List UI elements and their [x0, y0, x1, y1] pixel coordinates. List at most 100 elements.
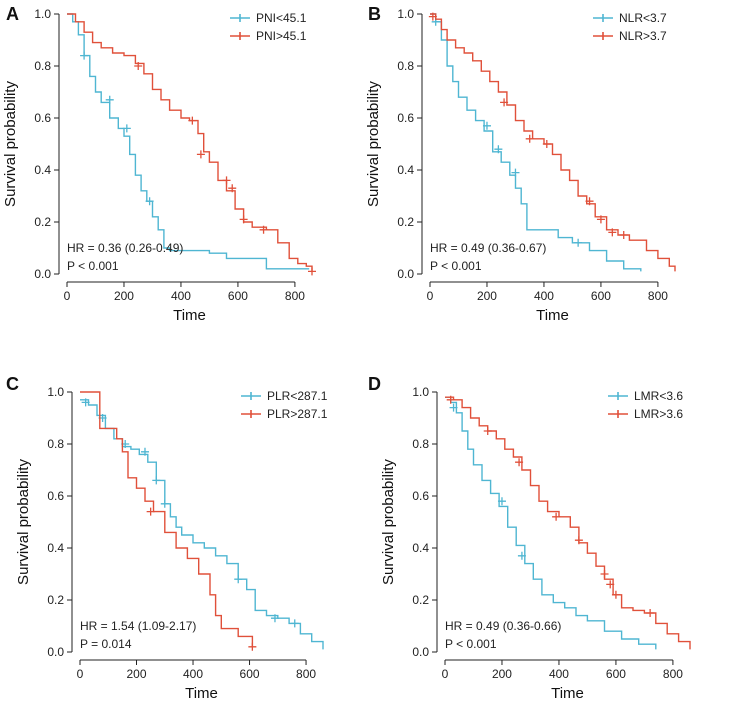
panel-c-censor-mark [248, 642, 257, 651]
panel-b-censor-mark [619, 231, 628, 239]
panel-b-y-tick-label: 1.0 [397, 7, 414, 21]
panel-d-censor-mark [646, 609, 655, 617]
panel-a-letter: A [6, 4, 19, 24]
panel-a-censor-mark [239, 215, 248, 224]
panel-a-censor-mark [80, 51, 89, 60]
panel-a-y-tick-label: 0.4 [34, 163, 51, 177]
panel-c-censor-mark [290, 619, 299, 628]
panel-d-censor-mark [483, 427, 492, 435]
panel-d-legend-item: LMR>3.6 [608, 407, 683, 421]
panel-a-censor-mark [105, 95, 114, 104]
panel-d-censor-mark [574, 536, 583, 545]
panel-b-x-tick-label: 800 [648, 289, 668, 303]
panel-c-curve-high [80, 391, 254, 647]
panel-d-x-tick-label: 600 [606, 667, 626, 681]
panel-c-legend-item: PLR<287.1 [241, 389, 328, 403]
panel-b-censor-mark [500, 98, 509, 107]
panel-c-censor-mark [81, 398, 90, 407]
panel-a-censor-mark [122, 124, 131, 133]
panel-b-y-tick-label: 0.8 [397, 59, 414, 73]
panel-a-y-axis-title: Survival probability [2, 81, 19, 207]
panel-d-y-tick-label: 1.0 [412, 385, 429, 399]
panel-d-y-tick-label: 0.0 [412, 645, 429, 659]
panel-d-curve-low [445, 396, 657, 650]
panel-b-legend-label: NLR<3.7 [619, 11, 667, 25]
panel-b-x-tick-label: 400 [534, 289, 554, 303]
panel-d-legend-item: LMR<3.6 [608, 389, 683, 403]
panel-d: D 0 200 400 600 800 0.0 0.2 0.4 0.6 0.8 1.0 Time Surv… [368, 374, 691, 702]
panel-a-hr-text: HR = 0.36 (0.26-0.49) [67, 241, 183, 255]
panel-b-censor-mark [596, 215, 605, 224]
panel-d-censor-mark [515, 458, 524, 467]
panel-b-x-tick-label: 200 [477, 289, 497, 303]
panel-c-legend-label: PLR>287.1 [267, 407, 328, 421]
panel-c-letter: C [6, 374, 19, 394]
panel-b-censor-mark [608, 228, 617, 237]
panel-b-p-text: P < 0.001 [430, 259, 482, 273]
panel-a-censor-mark [188, 116, 197, 125]
panel-b-y-tick-label: 0.0 [397, 267, 414, 281]
panel-c-x-tick-label: 200 [126, 667, 146, 681]
panel-c-y-tick-label: 0.8 [47, 437, 64, 451]
panel-d-censor-mark [517, 551, 526, 560]
panel-c-censor-mark [146, 507, 155, 516]
panel-d-censor-mark [606, 580, 615, 589]
panel-d-curve-high [445, 396, 691, 650]
panel-a: A 0 200 400 600 800 0.0 0.2 0.4 0.6 0.8 1.0 Time Surv… [2, 4, 316, 324]
panel-d-y-tick-label: 0.2 [412, 593, 429, 607]
panel-b-censor-mark [542, 140, 551, 148]
panel-c-censor-mark [160, 499, 169, 508]
panel-a-y-tick-label: 0.6 [34, 111, 51, 125]
panel-d-x-axis-title: Time [551, 685, 584, 702]
panel-c-x-tick-label: 600 [240, 667, 260, 681]
panel-d-y-tick-label: 0.6 [412, 489, 429, 503]
panel-b-x-tick-label: 600 [591, 289, 611, 303]
panel-a-y-tick-label: 1.0 [34, 7, 51, 21]
panel-c: C 0 200 400 600 800 0.0 0.2 0.4 0.6 0.8 1.0 Time Surv… [6, 374, 328, 702]
panel-b-censor-mark [482, 121, 491, 130]
panel-a-legend-label: PNI>45.1 [256, 29, 307, 43]
panel-b: B 0 200 400 600 800 0.0 0.2 0.4 0.6 0.8 1.0 Time Surv… [365, 4, 676, 324]
panel-a-legend-item: PNI>45.1 [230, 29, 307, 43]
panel-c-y-tick-label: 0.4 [47, 541, 64, 555]
panel-b-censor-mark [525, 134, 534, 143]
panel-a-censor-mark [259, 225, 268, 234]
panel-c-hr-text: HR = 1.54 (1.09-2.17) [80, 619, 196, 633]
panel-d-x-tick-label: 0 [442, 667, 449, 681]
panel-d-hr-text: HR = 0.49 (0.36-0.66) [445, 619, 561, 633]
panel-d-censor-mark [449, 403, 458, 412]
panel-d-censor-mark [611, 590, 620, 599]
panel-b-censor-mark [511, 168, 520, 177]
panel-b-legend-item: NLR<3.7 [593, 11, 667, 25]
panel-c-censor-mark [140, 447, 149, 456]
panel-d-y-tick-label: 0.4 [412, 541, 429, 555]
panel-b-y-axis-title: Survival probability [365, 81, 382, 207]
panel-c-legend-label: PLR<287.1 [267, 389, 328, 403]
panel-d-y-tick-label: 0.8 [412, 437, 429, 451]
panel-d-legend-label: LMR<3.6 [634, 389, 683, 403]
panel-a-censor-mark [308, 267, 316, 276]
panel-c-x-tick-label: 800 [296, 667, 316, 681]
panel-b-censor-mark [428, 12, 437, 21]
panel-a-censor-mark [145, 197, 154, 206]
panel-c-censor-mark [152, 476, 161, 485]
panel-b-curve-low [430, 13, 642, 272]
panel-b-curve-high [430, 13, 676, 272]
panel-a-censor-mark [228, 184, 237, 193]
panel-c-y-tick-label: 0.2 [47, 593, 64, 607]
panel-b-legend-item: NLR>3.7 [593, 29, 667, 43]
panel-b-y-tick-label: 0.4 [397, 163, 414, 177]
panel-a-y-tick-label: 0.0 [34, 267, 51, 281]
panel-d-x-tick-label: 200 [492, 667, 512, 681]
panel-d-y-axis-title: Survival probability [380, 459, 397, 585]
panel-a-x-tick-label: 0 [64, 289, 71, 303]
panel-b-hr-text: HR = 0.49 (0.36-0.67) [430, 241, 546, 255]
panel-d-censor-mark [552, 512, 561, 521]
panel-a-legend-item: PNI<45.1 [230, 11, 307, 25]
panel-c-x-tick-label: 0 [77, 667, 84, 681]
panel-a-x-tick-label: 200 [114, 289, 134, 303]
panel-a-x-tick-label: 400 [171, 289, 191, 303]
panel-b-censor-mark [494, 145, 503, 154]
panel-d-x-tick-label: 400 [549, 667, 569, 681]
